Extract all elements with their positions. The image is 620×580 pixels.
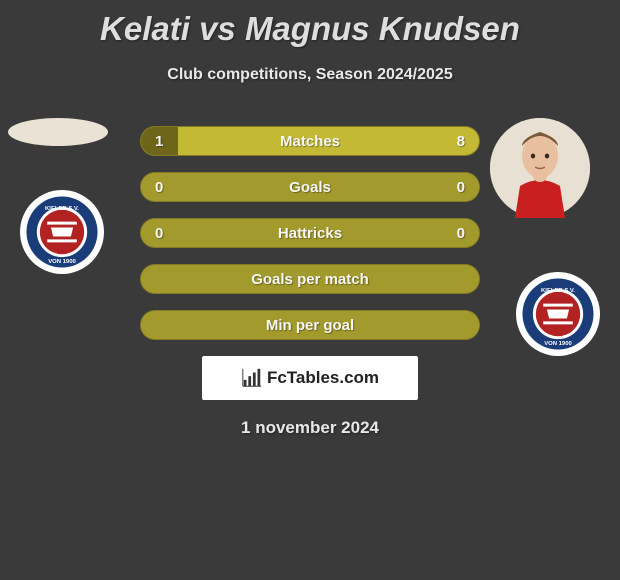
stat-bar: Goals per match	[140, 264, 480, 294]
stat-label: Goals per match	[141, 271, 479, 288]
page-title: Kelati vs Magnus Knudsen	[0, 0, 620, 48]
svg-text:KIELER S.V.: KIELER S.V.	[541, 288, 575, 294]
stat-bar: Min per goal	[140, 310, 480, 340]
stat-bars: 1Matches8 0Goals0 0Hattricks0 Goals per mat…	[140, 118, 480, 340]
stat-bar: 0Goals0	[140, 172, 480, 202]
chart-icon	[241, 367, 263, 389]
player-right-avatar	[490, 118, 590, 218]
brand-text: FcTables.com	[267, 368, 379, 388]
stat-bar: 0Hattricks0	[140, 218, 480, 248]
svg-text:VON 1900: VON 1900	[48, 259, 76, 265]
date-line: 1 november 2024	[0, 418, 620, 438]
club-badge-left: KIELER S.V. VON 1900	[20, 190, 104, 274]
stat-label: Hattricks	[141, 225, 479, 242]
stat-label: Matches	[141, 133, 479, 150]
comparison-area: KIELER S.V. VON 1900 KIELER S.V. VON 190…	[0, 118, 620, 438]
brand-logo: FcTables.com	[202, 356, 418, 400]
stat-label: Goals	[141, 179, 479, 196]
svg-text:VON 1900: VON 1900	[544, 341, 572, 347]
player-left-avatar	[8, 118, 108, 146]
subtitle: Club competitions, Season 2024/2025	[0, 66, 620, 84]
club-badge-right: KIELER S.V. VON 1900	[516, 272, 600, 356]
stat-bar: 1Matches8	[140, 126, 480, 156]
svg-text:KIELER S.V.: KIELER S.V.	[45, 206, 79, 212]
stat-label: Min per goal	[141, 317, 479, 334]
